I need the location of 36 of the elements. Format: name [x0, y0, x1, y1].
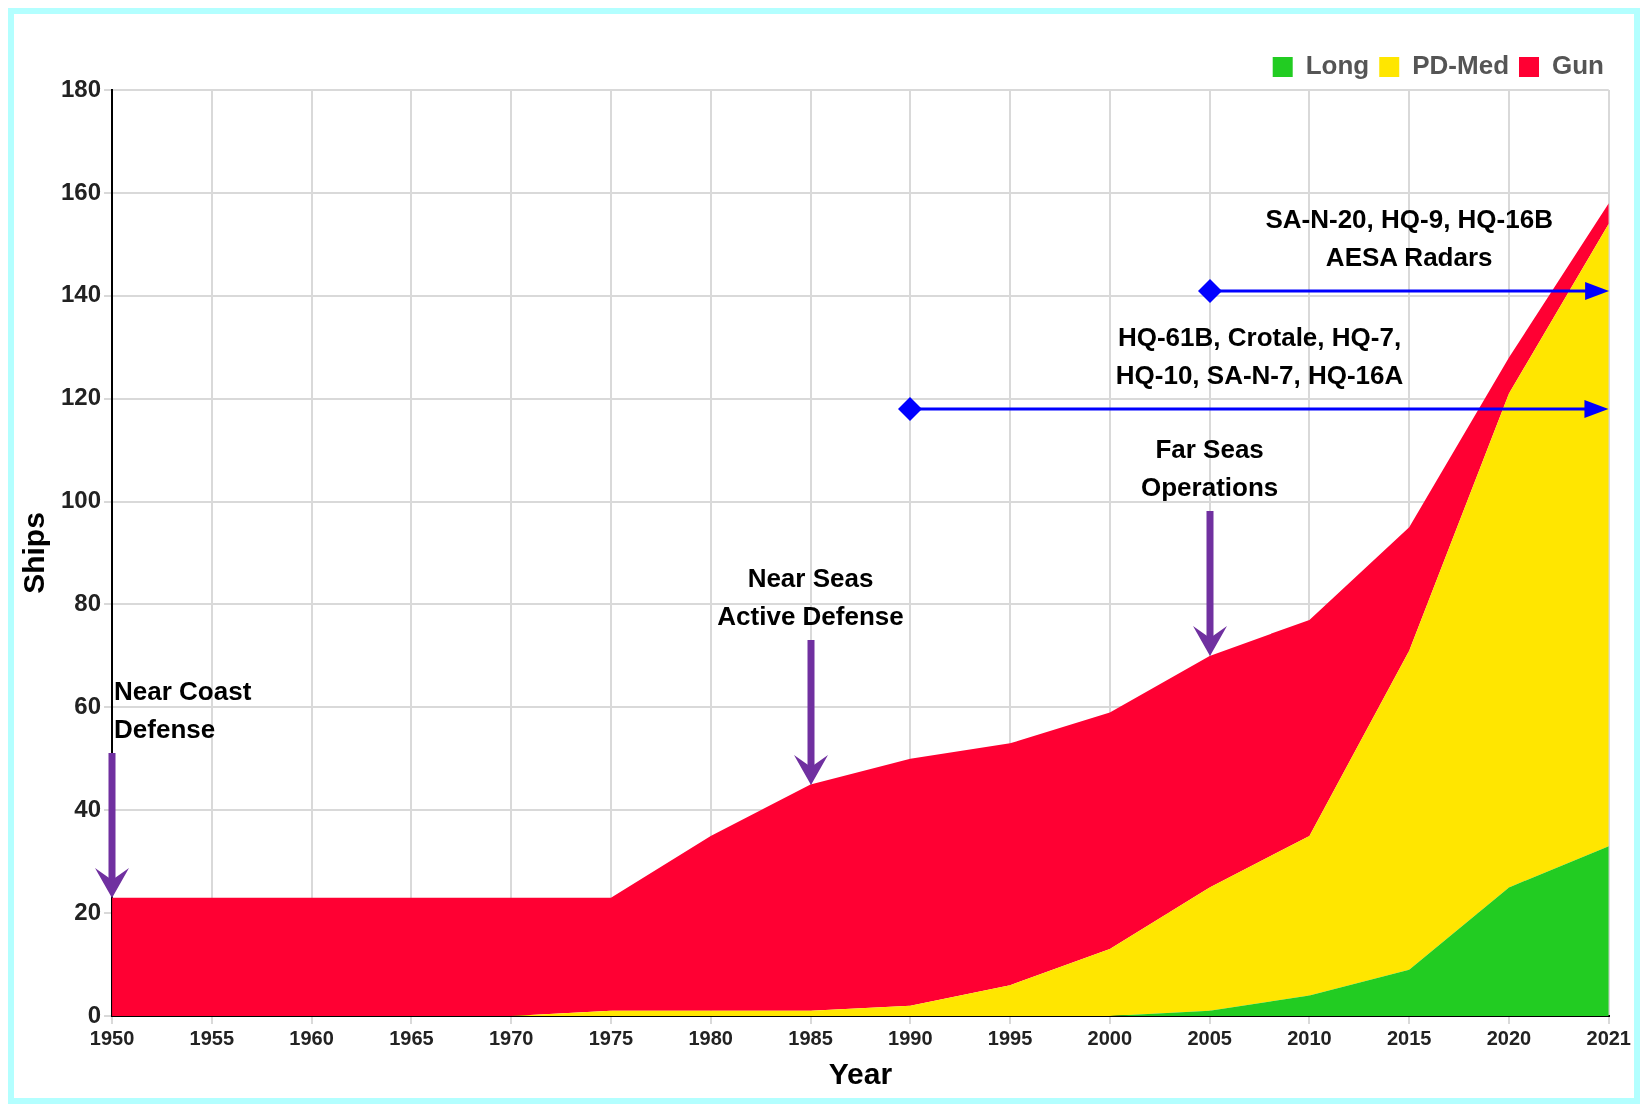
annotation: Near Coast Defense [114, 675, 252, 744]
legend-label: Long [1305, 50, 1370, 81]
x-tick-label: 1975 [588, 1026, 634, 1049]
legend-label: Gun [1552, 50, 1605, 81]
annotation: Far Seas Operations [1141, 434, 1279, 503]
y-tick-label: 180 [61, 74, 102, 102]
y-tick-label: 20 [74, 897, 102, 925]
y-tick-label: 160 [61, 177, 102, 205]
x-tick-label: 1995 [987, 1026, 1033, 1049]
y-tick-label: 80 [74, 589, 102, 617]
x-tick-label: 2021 [1586, 1026, 1631, 1049]
y-tick-label: 40 [74, 794, 102, 822]
y-axis-title: Ships [17, 512, 51, 594]
annotation: HQ-61B, Crotale, HQ-7, HQ-10, SA-N-7, HQ-16A [1115, 322, 1404, 391]
x-tick-label: 1990 [888, 1026, 933, 1049]
x-tick-label: 1965 [389, 1026, 434, 1049]
y-tick-label: 0 [87, 1000, 102, 1028]
y-tick-label: 140 [61, 280, 102, 308]
x-tick-label: 1980 [688, 1026, 733, 1049]
x-tick-label: 2015 [1386, 1026, 1432, 1049]
x-tick-label: 2000 [1087, 1026, 1133, 1049]
annotation: Near Seas Active Defense [717, 562, 904, 631]
annotation: SA-N-20, HQ-9, HQ-16B AESA Radars [1265, 203, 1553, 272]
x-tick-label: 1970 [488, 1026, 534, 1049]
x-tick-label: 1985 [788, 1026, 833, 1049]
x-tick-label: 1960 [289, 1026, 334, 1049]
y-tick-label: 120 [61, 383, 102, 411]
x-axis-title: Year [828, 1057, 893, 1091]
x-tick-label: 2005 [1187, 1026, 1232, 1049]
x-tick-label: 2020 [1486, 1026, 1532, 1049]
x-tick-label: 2010 [1287, 1026, 1332, 1049]
x-tick-label: 1955 [189, 1026, 235, 1049]
y-tick-label: 60 [74, 691, 102, 719]
y-tick-label: 100 [61, 486, 102, 514]
legend-label: PD-Med [1412, 50, 1510, 81]
x-tick-label: 1950 [89, 1026, 135, 1049]
